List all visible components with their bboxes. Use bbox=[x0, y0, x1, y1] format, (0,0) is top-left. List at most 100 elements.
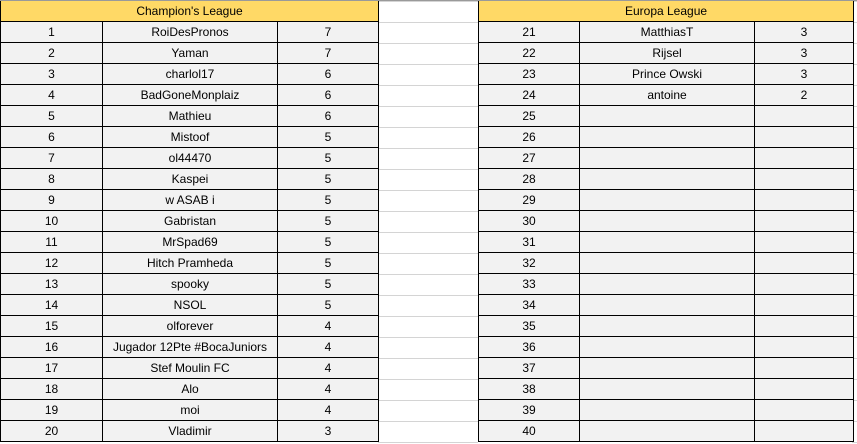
cell-points[interactable]: 4 bbox=[276, 357, 380, 379]
cell-rank[interactable]: 29 bbox=[478, 189, 580, 211]
europa-league-header[interactable]: Europa League bbox=[477, 1, 855, 22]
cell-name[interactable]: ol44470 bbox=[102, 147, 278, 169]
cell-points[interactable]: 3 bbox=[753, 21, 855, 43]
cell-name[interactable]: antoine bbox=[579, 84, 755, 106]
cell-points[interactable] bbox=[753, 357, 855, 379]
cell-points[interactable] bbox=[753, 252, 855, 274]
cell-points[interactable] bbox=[753, 378, 855, 400]
cell-points[interactable]: 6 bbox=[276, 105, 380, 127]
cell-points[interactable]: 4 bbox=[276, 399, 380, 421]
cell-rank[interactable]: 30 bbox=[478, 210, 580, 232]
cell-name[interactable]: RoiDesPronos bbox=[102, 21, 278, 43]
cell-points[interactable]: 5 bbox=[276, 231, 380, 253]
cell-points[interactable] bbox=[753, 126, 855, 148]
cell-rank[interactable]: 5 bbox=[0, 105, 103, 127]
cell-name[interactable]: Kaspei bbox=[102, 168, 278, 190]
cell-rank[interactable]: 23 bbox=[478, 63, 580, 85]
cell-rank[interactable]: 6 bbox=[0, 126, 103, 148]
cell-rank[interactable]: 17 bbox=[0, 357, 103, 379]
cell-points[interactable] bbox=[753, 189, 855, 211]
cell-points[interactable] bbox=[753, 294, 855, 316]
cell-rank[interactable]: 31 bbox=[478, 231, 580, 253]
cell-rank[interactable]: 1 bbox=[0, 21, 103, 43]
cell-rank[interactable]: 4 bbox=[0, 84, 103, 106]
cell-rank[interactable]: 3 bbox=[0, 63, 103, 85]
cell-points[interactable]: 5 bbox=[276, 189, 380, 211]
cell-rank[interactable]: 40 bbox=[478, 420, 580, 442]
cell-points[interactable]: 4 bbox=[276, 315, 380, 337]
cell-points[interactable] bbox=[753, 147, 855, 169]
cell-name[interactable]: MatthiasT bbox=[579, 21, 755, 43]
cell-rank[interactable]: 12 bbox=[0, 252, 103, 274]
cell-name[interactable] bbox=[579, 294, 755, 316]
cell-points[interactable]: 3 bbox=[753, 42, 855, 64]
cell-rank[interactable]: 39 bbox=[478, 399, 580, 421]
cell-name[interactable]: w ASAB i bbox=[102, 189, 278, 211]
cell-name[interactable] bbox=[579, 273, 755, 295]
cell-name[interactable] bbox=[579, 147, 755, 169]
cell-points[interactable] bbox=[753, 315, 855, 337]
cell-rank[interactable]: 2 bbox=[0, 42, 103, 64]
cell-points[interactable] bbox=[753, 231, 855, 253]
cell-points[interactable]: 7 bbox=[276, 42, 380, 64]
cell-points[interactable]: 2 bbox=[753, 84, 855, 106]
cell-name[interactable]: Yaman bbox=[102, 42, 278, 64]
cell-rank[interactable]: 15 bbox=[0, 315, 103, 337]
cell-name[interactable]: Jugador 12Pte #BocaJuniors bbox=[102, 336, 278, 358]
cell-rank[interactable]: 16 bbox=[0, 336, 103, 358]
cell-rank[interactable]: 14 bbox=[0, 294, 103, 316]
cell-rank[interactable]: 9 bbox=[0, 189, 103, 211]
cell-points[interactable] bbox=[753, 399, 855, 421]
cell-points[interactable]: 7 bbox=[276, 21, 380, 43]
cell-name[interactable]: Prince Owski bbox=[579, 63, 755, 85]
cell-name[interactable]: Gabristan bbox=[102, 210, 278, 232]
cell-rank[interactable]: 34 bbox=[478, 294, 580, 316]
cell-points[interactable]: 5 bbox=[276, 147, 380, 169]
cell-name[interactable]: Alo bbox=[102, 378, 278, 400]
cell-name[interactable]: Vladimir bbox=[102, 420, 278, 442]
cell-name[interactable] bbox=[579, 189, 755, 211]
cell-name[interactable]: Mathieu bbox=[102, 105, 278, 127]
cell-rank[interactable]: 37 bbox=[478, 357, 580, 379]
cell-name[interactable] bbox=[579, 126, 755, 148]
cell-points[interactable]: 5 bbox=[276, 273, 380, 295]
cell-points[interactable]: 5 bbox=[276, 252, 380, 274]
cell-rank[interactable]: 21 bbox=[478, 21, 580, 43]
cell-rank[interactable]: 10 bbox=[0, 210, 103, 232]
cell-name[interactable]: MrSpad69 bbox=[102, 231, 278, 253]
cell-rank[interactable]: 18 bbox=[0, 378, 103, 400]
cell-name[interactable] bbox=[579, 105, 755, 127]
cell-name[interactable] bbox=[579, 231, 755, 253]
cell-name[interactable]: charlol17 bbox=[102, 63, 278, 85]
cell-name[interactable]: Rijsel bbox=[579, 42, 755, 64]
cell-points[interactable]: 6 bbox=[276, 84, 380, 106]
cell-points[interactable] bbox=[753, 420, 855, 442]
cell-name[interactable] bbox=[579, 420, 755, 442]
cell-points[interactable]: 3 bbox=[276, 420, 380, 442]
cell-points[interactable]: 5 bbox=[276, 168, 380, 190]
cell-name[interactable]: moi bbox=[102, 399, 278, 421]
cell-points[interactable] bbox=[753, 105, 855, 127]
cell-points[interactable]: 5 bbox=[276, 294, 380, 316]
cell-name[interactable]: Stef Moulin FC bbox=[102, 357, 278, 379]
cell-name[interactable]: Mistoof bbox=[102, 126, 278, 148]
cell-rank[interactable]: 28 bbox=[478, 168, 580, 190]
cell-points[interactable]: 4 bbox=[276, 336, 380, 358]
cell-name[interactable] bbox=[579, 378, 755, 400]
cell-name[interactable]: BadGoneMonplaiz bbox=[102, 84, 278, 106]
cell-name[interactable] bbox=[579, 315, 755, 337]
cell-name[interactable]: Hitch Pramheda bbox=[102, 252, 278, 274]
cell-rank[interactable]: 32 bbox=[478, 252, 580, 274]
cell-points[interactable]: 5 bbox=[276, 126, 380, 148]
cell-rank[interactable]: 27 bbox=[478, 147, 580, 169]
cell-points[interactable] bbox=[753, 273, 855, 295]
cell-name[interactable] bbox=[579, 168, 755, 190]
cell-name[interactable] bbox=[579, 399, 755, 421]
cell-name[interactable] bbox=[579, 357, 755, 379]
cell-points[interactable] bbox=[753, 210, 855, 232]
cell-rank[interactable]: 20 bbox=[0, 420, 103, 442]
cell-name[interactable]: spooky bbox=[102, 273, 278, 295]
cell-points[interactable] bbox=[753, 336, 855, 358]
cell-rank[interactable]: 25 bbox=[478, 105, 580, 127]
cell-points[interactable]: 5 bbox=[276, 210, 380, 232]
